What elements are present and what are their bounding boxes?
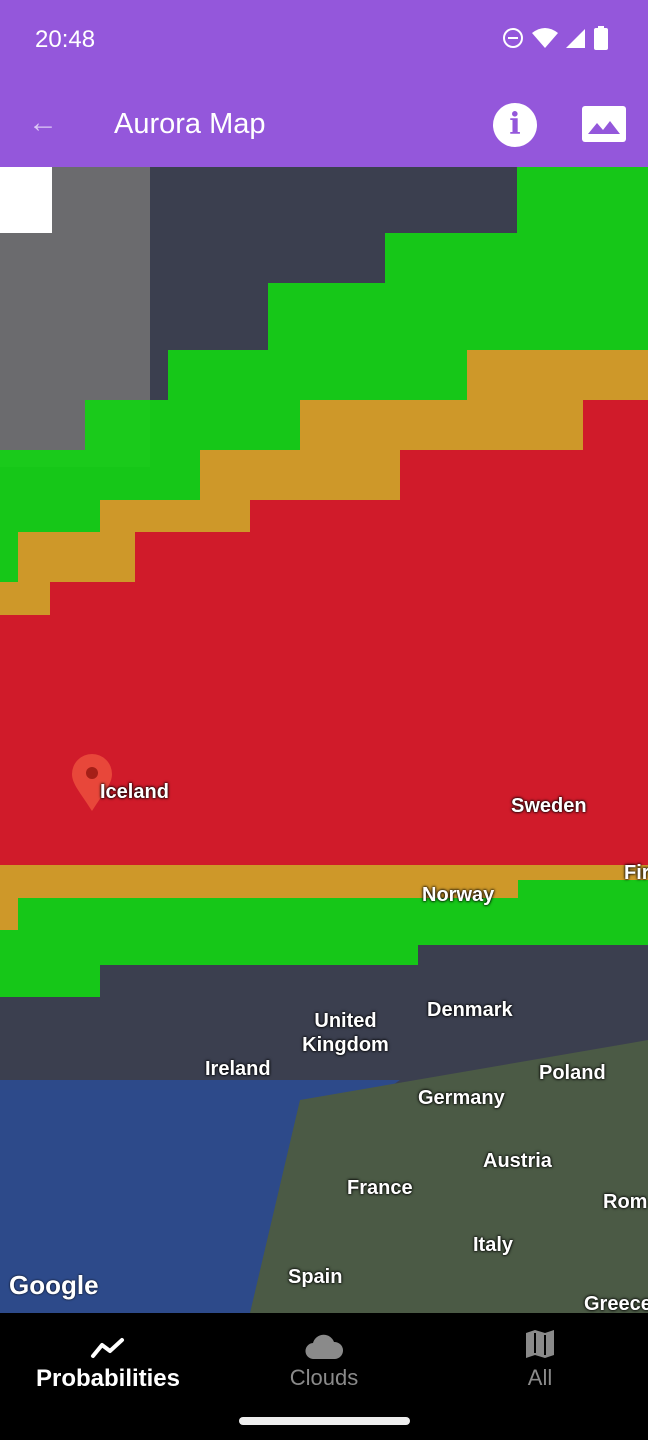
status-bar: 20:48: [0, 0, 648, 84]
map-label: Rom: [603, 1191, 648, 1213]
map-label: Ireland: [205, 1058, 271, 1080]
cloud-icon: [305, 1334, 343, 1359]
status-time: 20:48: [35, 26, 96, 53]
map-label: Italy: [473, 1234, 514, 1256]
chart-line-icon: [91, 1338, 124, 1358]
wifi-icon: [532, 28, 558, 48]
tab-clouds[interactable]: Clouds: [216, 1313, 432, 1403]
tab-all[interactable]: All: [432, 1313, 648, 1403]
map-label: Spain: [288, 1266, 343, 1288]
map-label: Iceland: [100, 781, 169, 803]
do-not-disturb-icon: [503, 28, 523, 48]
map-label: France: [347, 1177, 413, 1199]
location-marker-icon[interactable]: [70, 754, 114, 812]
tab-label: Clouds: [289, 1365, 359, 1390]
arrow-left-icon[interactable]: ←: [28, 106, 58, 139]
map-canvas: [0, 167, 648, 1313]
tab-label: All: [527, 1365, 553, 1390]
high-probability-zone: [0, 400, 648, 865]
map-label: United Kingdom: [302, 1010, 389, 1056]
map-label: Poland: [539, 1062, 606, 1084]
battery-icon: [594, 26, 608, 50]
image-icon[interactable]: [582, 106, 626, 142]
google-logo: Google: [9, 1270, 99, 1300]
map-label: Norway: [422, 884, 495, 906]
map-ice: [0, 167, 52, 233]
map-label: Germany: [418, 1087, 505, 1109]
tab-label: Probabilities: [35, 1365, 181, 1392]
map-label: Sweden: [511, 795, 587, 817]
map-label: Austria: [483, 1150, 552, 1172]
aurora-map[interactable]: Iceland Sweden Norway Fir Denmark United…: [0, 167, 648, 1313]
map-label: Denmark: [427, 999, 513, 1021]
map-icon: [526, 1330, 554, 1358]
bottom-navigation: Probabilities Clouds All: [0, 1313, 648, 1440]
page-title: Aurora Map: [114, 108, 266, 140]
map-label: Greece: [584, 1293, 648, 1313]
tab-probabilities[interactable]: Probabilities: [0, 1313, 216, 1403]
map-label: Fir: [624, 862, 648, 884]
app-bar: ← Aurora Map i: [0, 84, 648, 167]
signal-icon: [566, 29, 585, 48]
home-gesture-handle[interactable]: [239, 1417, 410, 1425]
map-europe: [250, 1040, 648, 1313]
info-icon[interactable]: i: [493, 103, 537, 147]
